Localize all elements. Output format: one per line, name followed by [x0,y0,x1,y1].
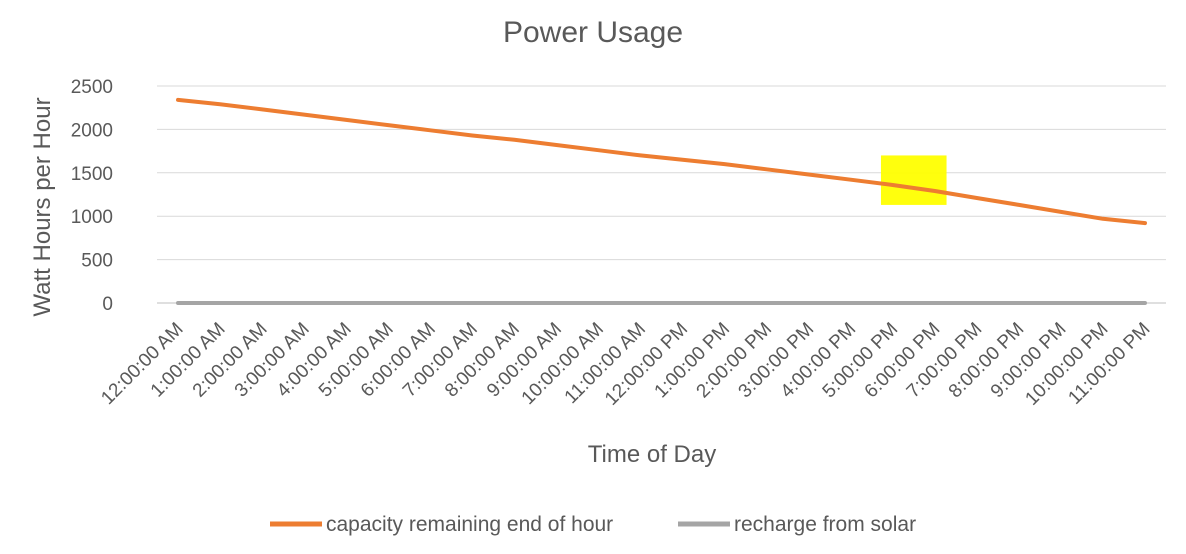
y-tick-label: 1000 [71,207,113,228]
legend: capacity remaining end of hour recharge f… [270,513,916,536]
highlight-marker [880,155,947,205]
y-tick-label: 500 [81,251,113,272]
y-tick-label: 1500 [71,164,113,185]
series-lines [176,97,1147,305]
y-tick-label: 2000 [71,120,113,141]
chart-title: Power Usage [503,16,683,49]
legend-label: capacity remaining end of hour [326,513,613,536]
y-tick-label: 0 [102,294,113,315]
gridlines [157,85,1166,304]
y-tick-label: 2500 [71,77,113,98]
legend-label: recharge from solar [734,513,916,536]
y-axis-title: Watt Hours per Hour [29,97,56,316]
y-axis-ticks: 0 500 1000 1500 2000 2500 [71,77,113,315]
series-line [176,97,1147,226]
x-axis-ticks: 12:00:00 AM1:00:00 AM2:00:00 AM3:00:00 A… [97,319,1154,410]
x-axis-title: Time of Day [588,441,716,468]
